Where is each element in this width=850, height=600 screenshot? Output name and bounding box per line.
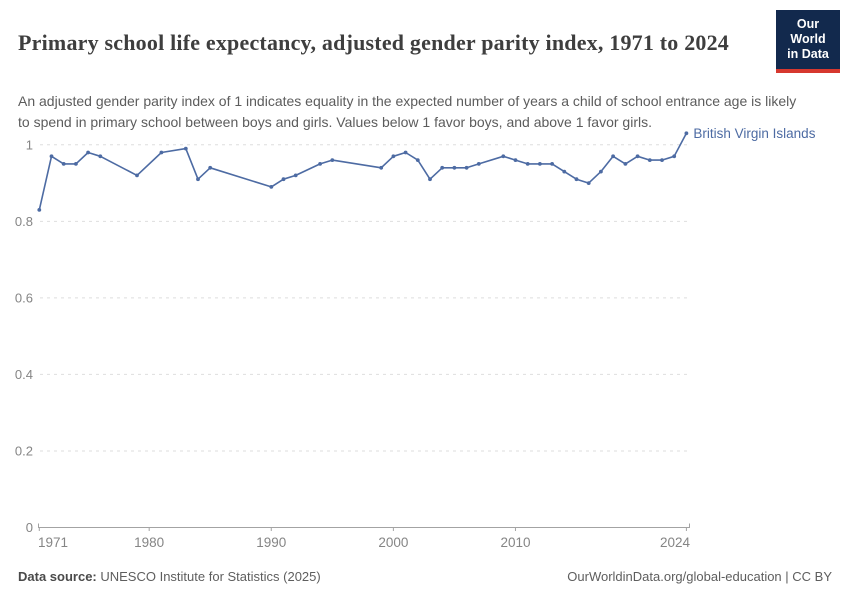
data-point-marker [684, 131, 689, 136]
y-axis-tick-label: 0 [26, 520, 33, 535]
chart-subtitle: An adjusted gender parity index of 1 ind… [18, 93, 797, 130]
chart-footer: Data source: UNESCO Institute for Statis… [18, 569, 832, 584]
data-point-marker [452, 165, 457, 170]
data-point-marker [440, 165, 445, 170]
data-point-marker [660, 158, 664, 163]
data-source-text: UNESCO Institute for Statistics (2025) [96, 569, 321, 584]
data-point-marker [611, 154, 615, 159]
y-axis-tick-label: 0.2 [15, 443, 33, 458]
entity-label[interactable]: British Virgin Islands [693, 126, 815, 141]
data-point-marker [672, 154, 677, 159]
data-source-note: Data source: UNESCO Institute for Statis… [18, 569, 321, 584]
data-point-marker [599, 169, 603, 174]
data-point-marker [37, 208, 42, 212]
data-point-marker [623, 162, 628, 166]
data-point-marker [647, 158, 652, 163]
data-point-marker [281, 177, 286, 182]
data-point-marker [159, 150, 164, 155]
data-point-marker [538, 162, 542, 166]
data-point-marker [196, 177, 200, 182]
x-axis-tick-label: 2000 [378, 535, 408, 550]
data-point-marker [61, 162, 66, 166]
y-axis-tick-label: 0.6 [15, 290, 33, 305]
owid-logo-line2: in Data [787, 47, 829, 61]
x-axis-tick-label: 2010 [500, 535, 530, 550]
x-axis-tick-label: 2024 [660, 535, 691, 550]
data-point-marker [635, 154, 640, 159]
rights-note[interactable]: OurWorldinData.org/global-education | CC… [567, 569, 832, 584]
x-axis-tick-label: 1971 [38, 535, 68, 550]
data-point-marker [415, 158, 420, 163]
data-point-marker [135, 173, 139, 178]
data-point-marker [98, 154, 103, 159]
data-point-marker [293, 173, 298, 178]
data-point-marker [183, 146, 188, 151]
y-axis-tick-label: 1 [26, 137, 33, 152]
y-axis-tick-label: 0.4 [15, 367, 33, 382]
data-point-marker [208, 165, 213, 170]
data-source-label: Data source: [18, 569, 97, 584]
data-point-marker [476, 162, 481, 166]
data-point-marker [501, 154, 506, 159]
x-axis-tick-label: 1990 [256, 535, 286, 550]
data-point-marker [562, 169, 567, 174]
data-point-marker [379, 165, 384, 170]
data-point-marker [74, 162, 78, 166]
data-point-marker [391, 154, 396, 159]
chart-title: Primary school life expectancy, adjusted… [18, 29, 730, 55]
data-point-marker [330, 158, 335, 163]
data-point-marker [513, 158, 518, 163]
data-point-marker [86, 150, 90, 155]
data-point-marker [403, 150, 408, 155]
x-axis-tick-label: 1980 [134, 535, 164, 550]
data-point-marker [269, 185, 274, 189]
owid-logo[interactable]: Our World in Data [776, 10, 840, 73]
data-point-marker [428, 177, 432, 182]
owid-logo-line1: Our World [790, 17, 826, 46]
data-point-marker [318, 162, 322, 166]
y-axis-tick-label: 0.8 [15, 214, 33, 229]
data-point-marker [586, 181, 591, 186]
data-point-marker [525, 162, 530, 166]
data-point-marker [550, 162, 554, 166]
data-point-marker [49, 154, 54, 159]
data-point-marker [464, 165, 469, 170]
data-point-marker [574, 177, 579, 182]
